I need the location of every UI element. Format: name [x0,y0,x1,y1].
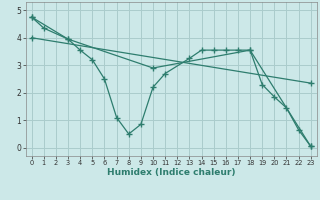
X-axis label: Humidex (Indice chaleur): Humidex (Indice chaleur) [107,168,236,177]
